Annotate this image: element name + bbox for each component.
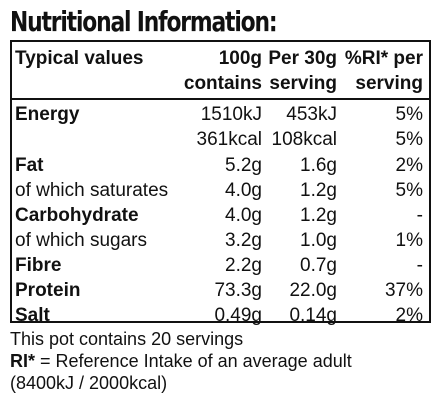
header-typical-values: Typical values (15, 48, 144, 69)
table-row: Salt 0.49g 0.14g 2% (12, 303, 429, 328)
table-row: Fat 5.2g 1.6g 2% (12, 153, 429, 178)
header-ri-line2: serving (355, 73, 423, 94)
value-per-100g: 0.49g (214, 305, 262, 326)
nutrient-name: Fibre (15, 255, 62, 276)
value-per-100g: 5.2g (225, 155, 262, 176)
value-ri: 5% (395, 129, 423, 150)
value-per-100g: 3.2g (225, 230, 262, 251)
value-ri: 37% (384, 280, 423, 301)
value-per-100g: 4.0g (225, 205, 262, 226)
ri-note: RI* = Reference Intake of an average adu… (10, 350, 430, 372)
header-per-100g: 100g contains (184, 46, 262, 96)
table-row: of which sugars 3.2g 1.0g 1% (12, 228, 429, 253)
value-per-30g: 1.2g (300, 205, 337, 226)
table-row: Protein 73.3g 22.0g 37% (12, 278, 429, 303)
value-ri: - (416, 205, 423, 226)
nutrient-name: Fat (15, 155, 44, 176)
ri-values: (8400kJ / 2000kcal) (10, 373, 168, 393)
ri-label: RI* (10, 351, 36, 371)
header-per-30g-line1: Per 30g (268, 48, 337, 69)
ri-text: = Reference Intake of an average adult (35, 351, 352, 371)
value-per-30g: 0.14g (289, 305, 337, 326)
table-row: of which saturates 4.0g 1.2g 5% (12, 178, 429, 203)
table-row: Energy 1510kJ 453kJ 5% (12, 102, 429, 127)
nutrient-name: of which sugars (15, 230, 148, 251)
value-per-100g: 361kcal (196, 129, 263, 150)
value-per-100g: 1510kJ (200, 104, 262, 125)
value-per-100g: 4.0g (225, 180, 262, 201)
nutrient-name: of which saturates (15, 180, 169, 201)
value-ri: - (416, 255, 423, 276)
table-row: Fibre 2.2g 0.7g - (12, 253, 429, 278)
value-ri: 5% (395, 180, 423, 201)
page-title: Nutritional Information: (10, 5, 278, 38)
table-header: Typical values 100g contains Per 30g ser… (12, 42, 429, 100)
nutrient-name: Energy (15, 104, 80, 125)
header-per-30g-line2: serving (269, 73, 337, 94)
nutrition-table: Typical values 100g contains Per 30g ser… (10, 40, 431, 326)
value-per-30g: 1.0g (300, 230, 337, 251)
table-row: 361kcal 108kcal 5% (12, 127, 429, 152)
nutrient-name: Carbohydrate (15, 205, 139, 226)
footer-notes: This pot contains 20 servings RI* = Refe… (10, 328, 430, 394)
value-per-30g: 453kJ (286, 104, 337, 125)
value-per-100g: 2.2g (225, 255, 262, 276)
header-ri-line1: %RI* per (344, 48, 423, 69)
servings-note: This pot contains 20 servings (10, 329, 244, 349)
value-per-30g: 22.0g (289, 280, 337, 301)
header-ri: %RI* per serving (345, 46, 423, 96)
header-per-100g-line1: 100g (218, 48, 262, 69)
value-per-30g: 108kcal (271, 129, 338, 150)
value-ri: 5% (395, 104, 423, 125)
table-row: Carbohydrate 4.0g 1.2g - (12, 203, 429, 228)
value-per-30g: 1.6g (300, 155, 337, 176)
header-per-30g: Per 30g serving (268, 46, 337, 96)
value-per-30g: 0.7g (300, 255, 337, 276)
value-per-100g: 73.3g (214, 280, 262, 301)
value-ri: 1% (395, 230, 423, 251)
value-ri: 2% (395, 155, 423, 176)
nutrient-name: Protein (15, 280, 81, 301)
header-per-100g-line2: contains (183, 73, 262, 94)
value-ri: 2% (395, 305, 423, 326)
nutrient-name: Salt (15, 305, 50, 326)
value-per-30g: 1.2g (300, 180, 337, 201)
